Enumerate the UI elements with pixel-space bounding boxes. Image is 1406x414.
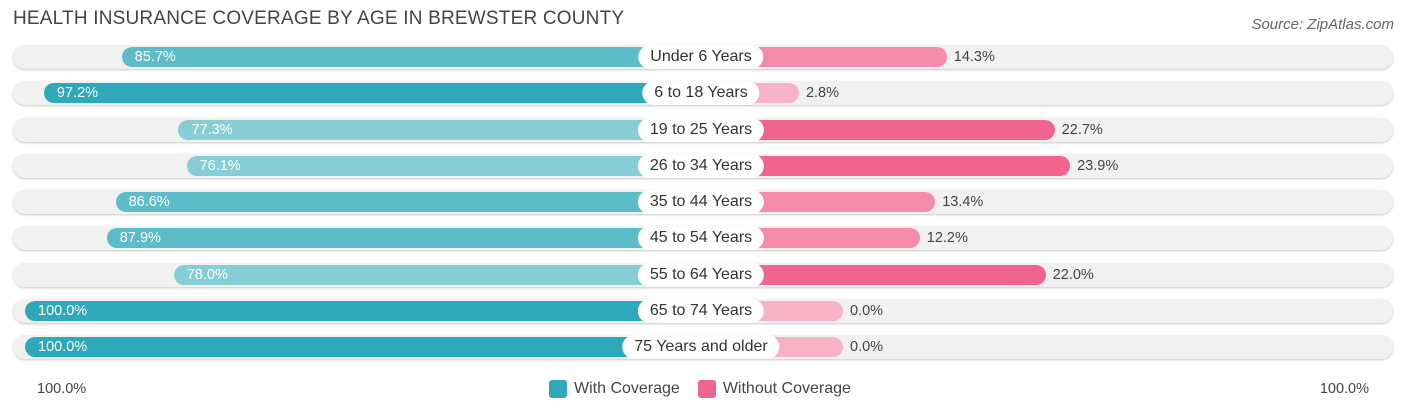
category-label-65-to-74-years: 65 to 74 Years [637, 298, 765, 323]
legend-item-without-coverage: Without Coverage [697, 380, 851, 398]
value-label-without-coverage-45-to-54-years: 12.2% [926, 230, 968, 247]
value-label-with-coverage-75-years-and-older: 100.0% [38, 339, 88, 355]
chart-source: Source: ZipAtlas.com [1251, 16, 1394, 33]
bar-with-coverage-35-to-44-years [115, 192, 701, 212]
value-label-without-coverage-65-to-74-years: 0.0% [850, 302, 884, 319]
value-label-with-coverage-6-to-18-years: 97.2% [56, 85, 99, 102]
value-label-with-coverage-55-to-64-years: 78.0% [186, 266, 228, 283]
bar-without-coverage-26-to-34-years [701, 155, 1071, 176]
value-label-without-coverage-75-years-and-older: 0.0% [850, 339, 884, 355]
value-label-without-coverage-26-to-34-years: 23.9% [1077, 157, 1119, 174]
bar-with-coverage-45-to-54-years [106, 228, 701, 249]
bar-with-coverage-65-to-74-years [25, 300, 701, 321]
chart-title: HEALTH INSURANCE COVERAGE BY AGE IN BREW… [13, 8, 625, 29]
legend-item-with-coverage: With Coverage [549, 380, 680, 398]
legend: With Coverage Without Coverage [549, 378, 869, 400]
category-label-6-to-18-years: 6 to 18 Years [642, 81, 760, 106]
value-label-with-coverage-under-6-years: 85.7% [134, 49, 176, 65]
value-label-with-coverage-26-to-34-years: 76.1% [199, 157, 241, 174]
bar-without-coverage-19-to-25-years [701, 119, 1055, 140]
category-label-45-to-54-years: 45 to 54 Years [637, 226, 765, 251]
bar-with-coverage-75-years-and-older [25, 337, 701, 357]
value-label-with-coverage-19-to-25-years: 77.3% [191, 121, 233, 138]
legend-label-without-coverage: Without Coverage [722, 380, 851, 397]
category-label-under-6-years: Under 6 Years [638, 45, 764, 69]
bar-with-coverage-19-to-25-years [178, 119, 701, 140]
legend-swatch-with-coverage [549, 380, 567, 398]
value-label-with-coverage-45-to-54-years: 87.9% [119, 230, 161, 247]
bar-with-coverage-55-to-64-years [173, 264, 701, 285]
value-label-without-coverage-35-to-44-years: 13.4% [942, 194, 984, 210]
category-label-75-years-and-older: 75 Years and older [622, 335, 780, 359]
bar-with-coverage-6-to-18-years [43, 83, 701, 104]
chart-plot-area: 85.7% 14.3% Under 6 Years 97.2% 2.8% 6 to 18 … [13, 45, 1393, 359]
value-label-with-coverage-35-to-44-years: 86.6% [128, 194, 170, 210]
axis-right-label: 100.0% [1319, 381, 1369, 397]
category-label-55-to-64-years: 55 to 64 Years [637, 262, 765, 287]
bar-with-coverage-26-to-34-years [186, 155, 701, 176]
value-label-without-coverage-55-to-64-years: 22.0% [1052, 266, 1094, 283]
value-label-with-coverage-65-to-74-years: 100.0% [38, 302, 88, 319]
category-label-19-to-25-years: 19 to 25 Years [637, 117, 765, 142]
value-label-without-coverage-19-to-25-years: 22.7% [1061, 121, 1103, 138]
bar-without-coverage-55-to-64-years [701, 264, 1046, 285]
category-label-26-to-34-years: 26 to 34 Years [637, 153, 765, 178]
bar-with-coverage-under-6-years [121, 47, 701, 67]
value-label-without-coverage-6-to-18-years: 2.8% [805, 85, 840, 102]
axis-left-label: 100.0% [37, 381, 87, 397]
category-label-35-to-44-years: 35 to 44 Years [637, 190, 765, 214]
legend-swatch-without-coverage [697, 380, 716, 398]
value-label-without-coverage-under-6-years: 14.3% [953, 49, 995, 65]
legend-label-with-coverage: With Coverage [574, 380, 680, 397]
